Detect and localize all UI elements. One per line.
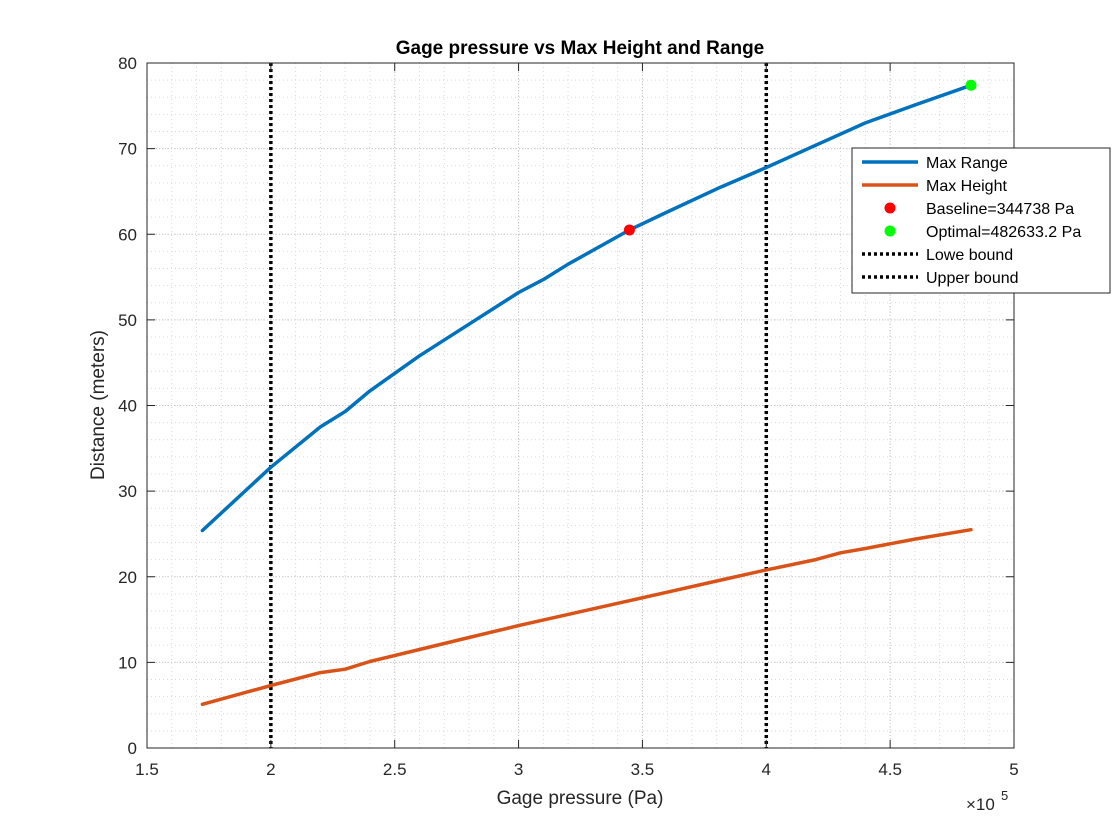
bound-lines	[269, 63, 769, 748]
x-tick-label: 3.5	[631, 760, 655, 779]
legend-swatch-dot	[884, 202, 896, 214]
y-tick-label: 0	[128, 739, 137, 758]
legend-item: Upper bound	[862, 270, 1019, 287]
marker-points	[623, 79, 977, 236]
legend: Max Range Max Height Baseline=344738 Pa Opt…	[851, 147, 1111, 294]
legend-item: Optimal=482633.2 Pa	[884, 224, 1081, 241]
x-tick-label: 2.5	[383, 760, 407, 779]
x-tick-label: 4	[762, 760, 771, 779]
x-tick-label: 3	[514, 760, 523, 779]
legend-item: Lowe bound	[862, 247, 1013, 264]
y-tick-label: 60	[118, 225, 137, 244]
y-tick-label: 50	[118, 311, 137, 330]
y-tick-label: 20	[118, 568, 137, 587]
y-tick-label: 10	[118, 653, 137, 672]
series-line-max-height	[200, 527, 973, 707]
series-line-max-range	[200, 83, 973, 533]
chart-title: Gage pressure vs Max Height and Range	[396, 38, 765, 59]
x-tick-label: 4.5	[878, 760, 902, 779]
y-axis-label: Distance (meters)	[88, 330, 109, 480]
legend-box	[851, 147, 1111, 294]
legend-label: Baseline=344738 Pa	[926, 201, 1074, 218]
series-lines	[200, 83, 973, 707]
axis-ticks	[146, 62, 1015, 749]
legend-label: Lowe bound	[926, 247, 1013, 264]
legend-item: Max Height	[862, 178, 1007, 195]
y-tick-labels: 0 10 20 30 40 50 60 70 80	[118, 54, 137, 758]
y-tick-label: 80	[118, 54, 137, 73]
x-tick-label: 2	[266, 760, 275, 779]
x-exponent-base: ×10	[966, 795, 995, 814]
x-exponent-power: 5	[1001, 788, 1008, 803]
legend-label: Max Height	[926, 178, 1007, 195]
legend-label: Max Range	[926, 155, 1008, 172]
legend-item: Max Range	[862, 155, 1008, 172]
legend-item: Baseline=344738 Pa	[884, 201, 1074, 218]
optimal-point	[965, 79, 977, 91]
x-exponent: ×10 5	[966, 788, 1008, 814]
legend-swatch-dot	[884, 225, 896, 237]
y-tick-label: 70	[118, 140, 137, 159]
legend-label: Optimal=482633.2 Pa	[926, 224, 1081, 241]
x-tick-label: 5	[1009, 760, 1018, 779]
y-tick-label: 30	[118, 482, 137, 501]
x-tick-label: 1.5	[135, 760, 159, 779]
legend-label: Upper bound	[926, 270, 1019, 287]
x-axis-label: Gage pressure (Pa)	[497, 788, 664, 809]
baseline-point	[623, 224, 635, 236]
y-tick-label: 40	[118, 397, 137, 416]
x-tick-labels: 1.5 2 2.5 3 3.5 4 4.5 5	[135, 760, 1019, 779]
